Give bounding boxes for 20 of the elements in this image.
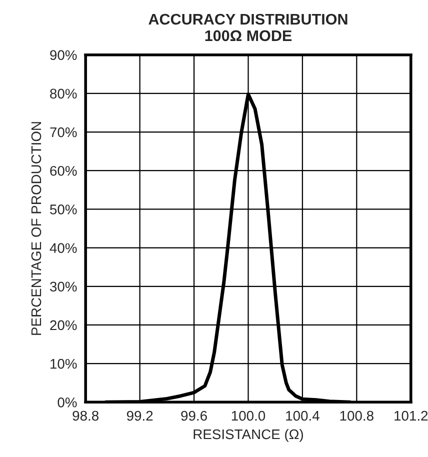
y-tick-label: 50%: [50, 204, 77, 214]
x-tick-label: 99.6: [181, 410, 207, 421]
x-tick-label: 100.4: [286, 410, 320, 421]
y-tick-label: 40%: [50, 243, 77, 253]
y-tick-label: 10%: [50, 358, 77, 369]
x-tick-label: 99.2: [126, 410, 153, 421]
x-tick-label: 100.0: [232, 410, 266, 421]
y-tick-label: 60%: [50, 166, 77, 176]
y-tick-label: 20%: [50, 320, 77, 330]
y-tick-label: 70%: [50, 127, 77, 138]
y-tick-label: 90%: [50, 50, 77, 60]
chart-title: ACCURACY DISTRIBUTION 100Ω MODE: [148, 14, 348, 42]
x-axis-title: RESISTANCE (Ω): [194, 428, 303, 442]
y-axis-title: PERCENTAGE OF PRODUCTION: [31, 122, 42, 335]
x-tick-label: 98.8: [72, 410, 99, 421]
y-tick-label: 0%: [58, 397, 77, 408]
x-tick-label: 101.2: [394, 410, 428, 421]
y-tick-label: 30%: [50, 282, 77, 292]
x-tick-label: 100.8: [340, 410, 374, 421]
y-tick-label: 80%: [50, 88, 77, 99]
